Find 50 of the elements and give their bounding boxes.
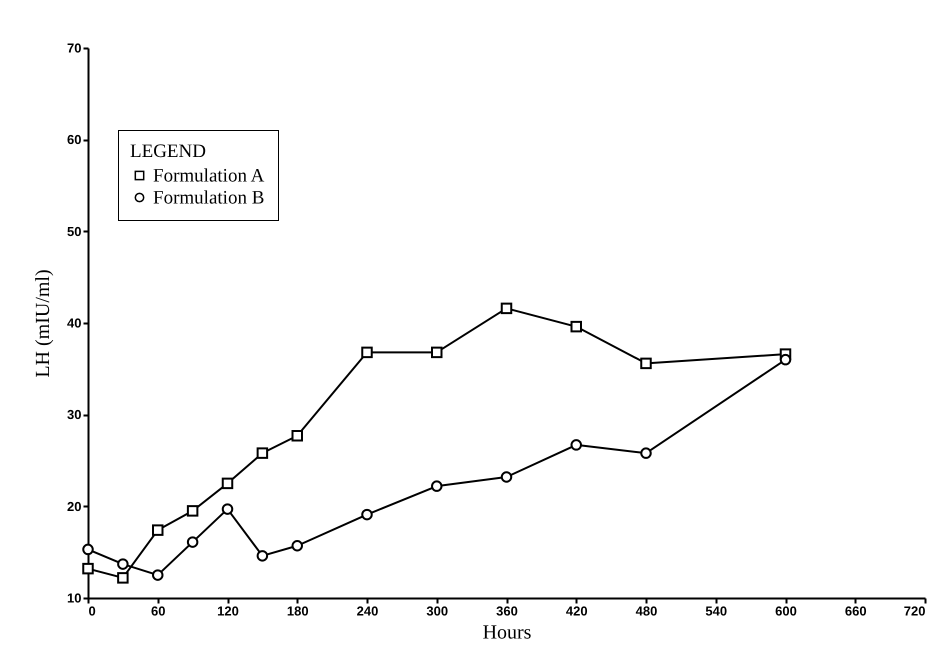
point: [117, 572, 129, 584]
point: [186, 505, 198, 517]
point: [431, 346, 442, 358]
point: [640, 358, 652, 370]
point: [222, 478, 234, 490]
x-tick-label: 600: [775, 604, 797, 618]
y-tick-label: 70: [67, 40, 82, 56]
y-tick-label: 40: [67, 316, 82, 330]
point: [82, 544, 94, 556]
x-tick-label: 420: [566, 604, 588, 618]
x-tick-label: 120: [217, 604, 239, 618]
point: [152, 524, 164, 536]
y-tick-label: 10: [67, 590, 82, 606]
x-tick-label: 180: [286, 604, 309, 618]
y-tick-label: 20: [67, 498, 82, 514]
point: [256, 447, 268, 459]
y-axis-title: LH (mIU/ml): [32, 269, 54, 378]
x-tick-label: 540: [705, 604, 728, 618]
y-tick-label: 60: [67, 132, 82, 148]
x-tick-label: 360: [496, 604, 518, 618]
point: [222, 503, 234, 515]
x-tick-label: 480: [636, 604, 658, 618]
x-tick-label: 660: [844, 604, 867, 618]
point: [570, 439, 582, 451]
point: [570, 320, 582, 332]
point: [117, 558, 129, 570]
point: [361, 508, 373, 520]
point: [292, 430, 303, 442]
x-tick-label: 720: [904, 604, 926, 618]
x-tick-label: 60: [151, 604, 166, 618]
x-axis-title: Hours: [482, 622, 532, 644]
legend-title: LEGEND: [130, 141, 206, 162]
point: [82, 562, 94, 574]
point: [292, 540, 303, 552]
point: [500, 471, 512, 483]
y-tick-label: 50: [67, 224, 82, 239]
point: [640, 447, 652, 459]
x-tick-label: 240: [356, 604, 378, 618]
point: [361, 346, 373, 358]
x-tick-label: 300: [426, 604, 448, 618]
point: [431, 480, 442, 492]
y-tick-label: 30: [67, 407, 82, 422]
x-tick-label: 0: [88, 604, 96, 618]
point: [256, 550, 268, 562]
point: [780, 354, 792, 366]
legend-label: Formulation A: [153, 166, 265, 186]
legend-label: Formulation B: [153, 188, 264, 208]
point: [500, 302, 512, 314]
point: [186, 536, 198, 548]
point: [152, 569, 164, 581]
